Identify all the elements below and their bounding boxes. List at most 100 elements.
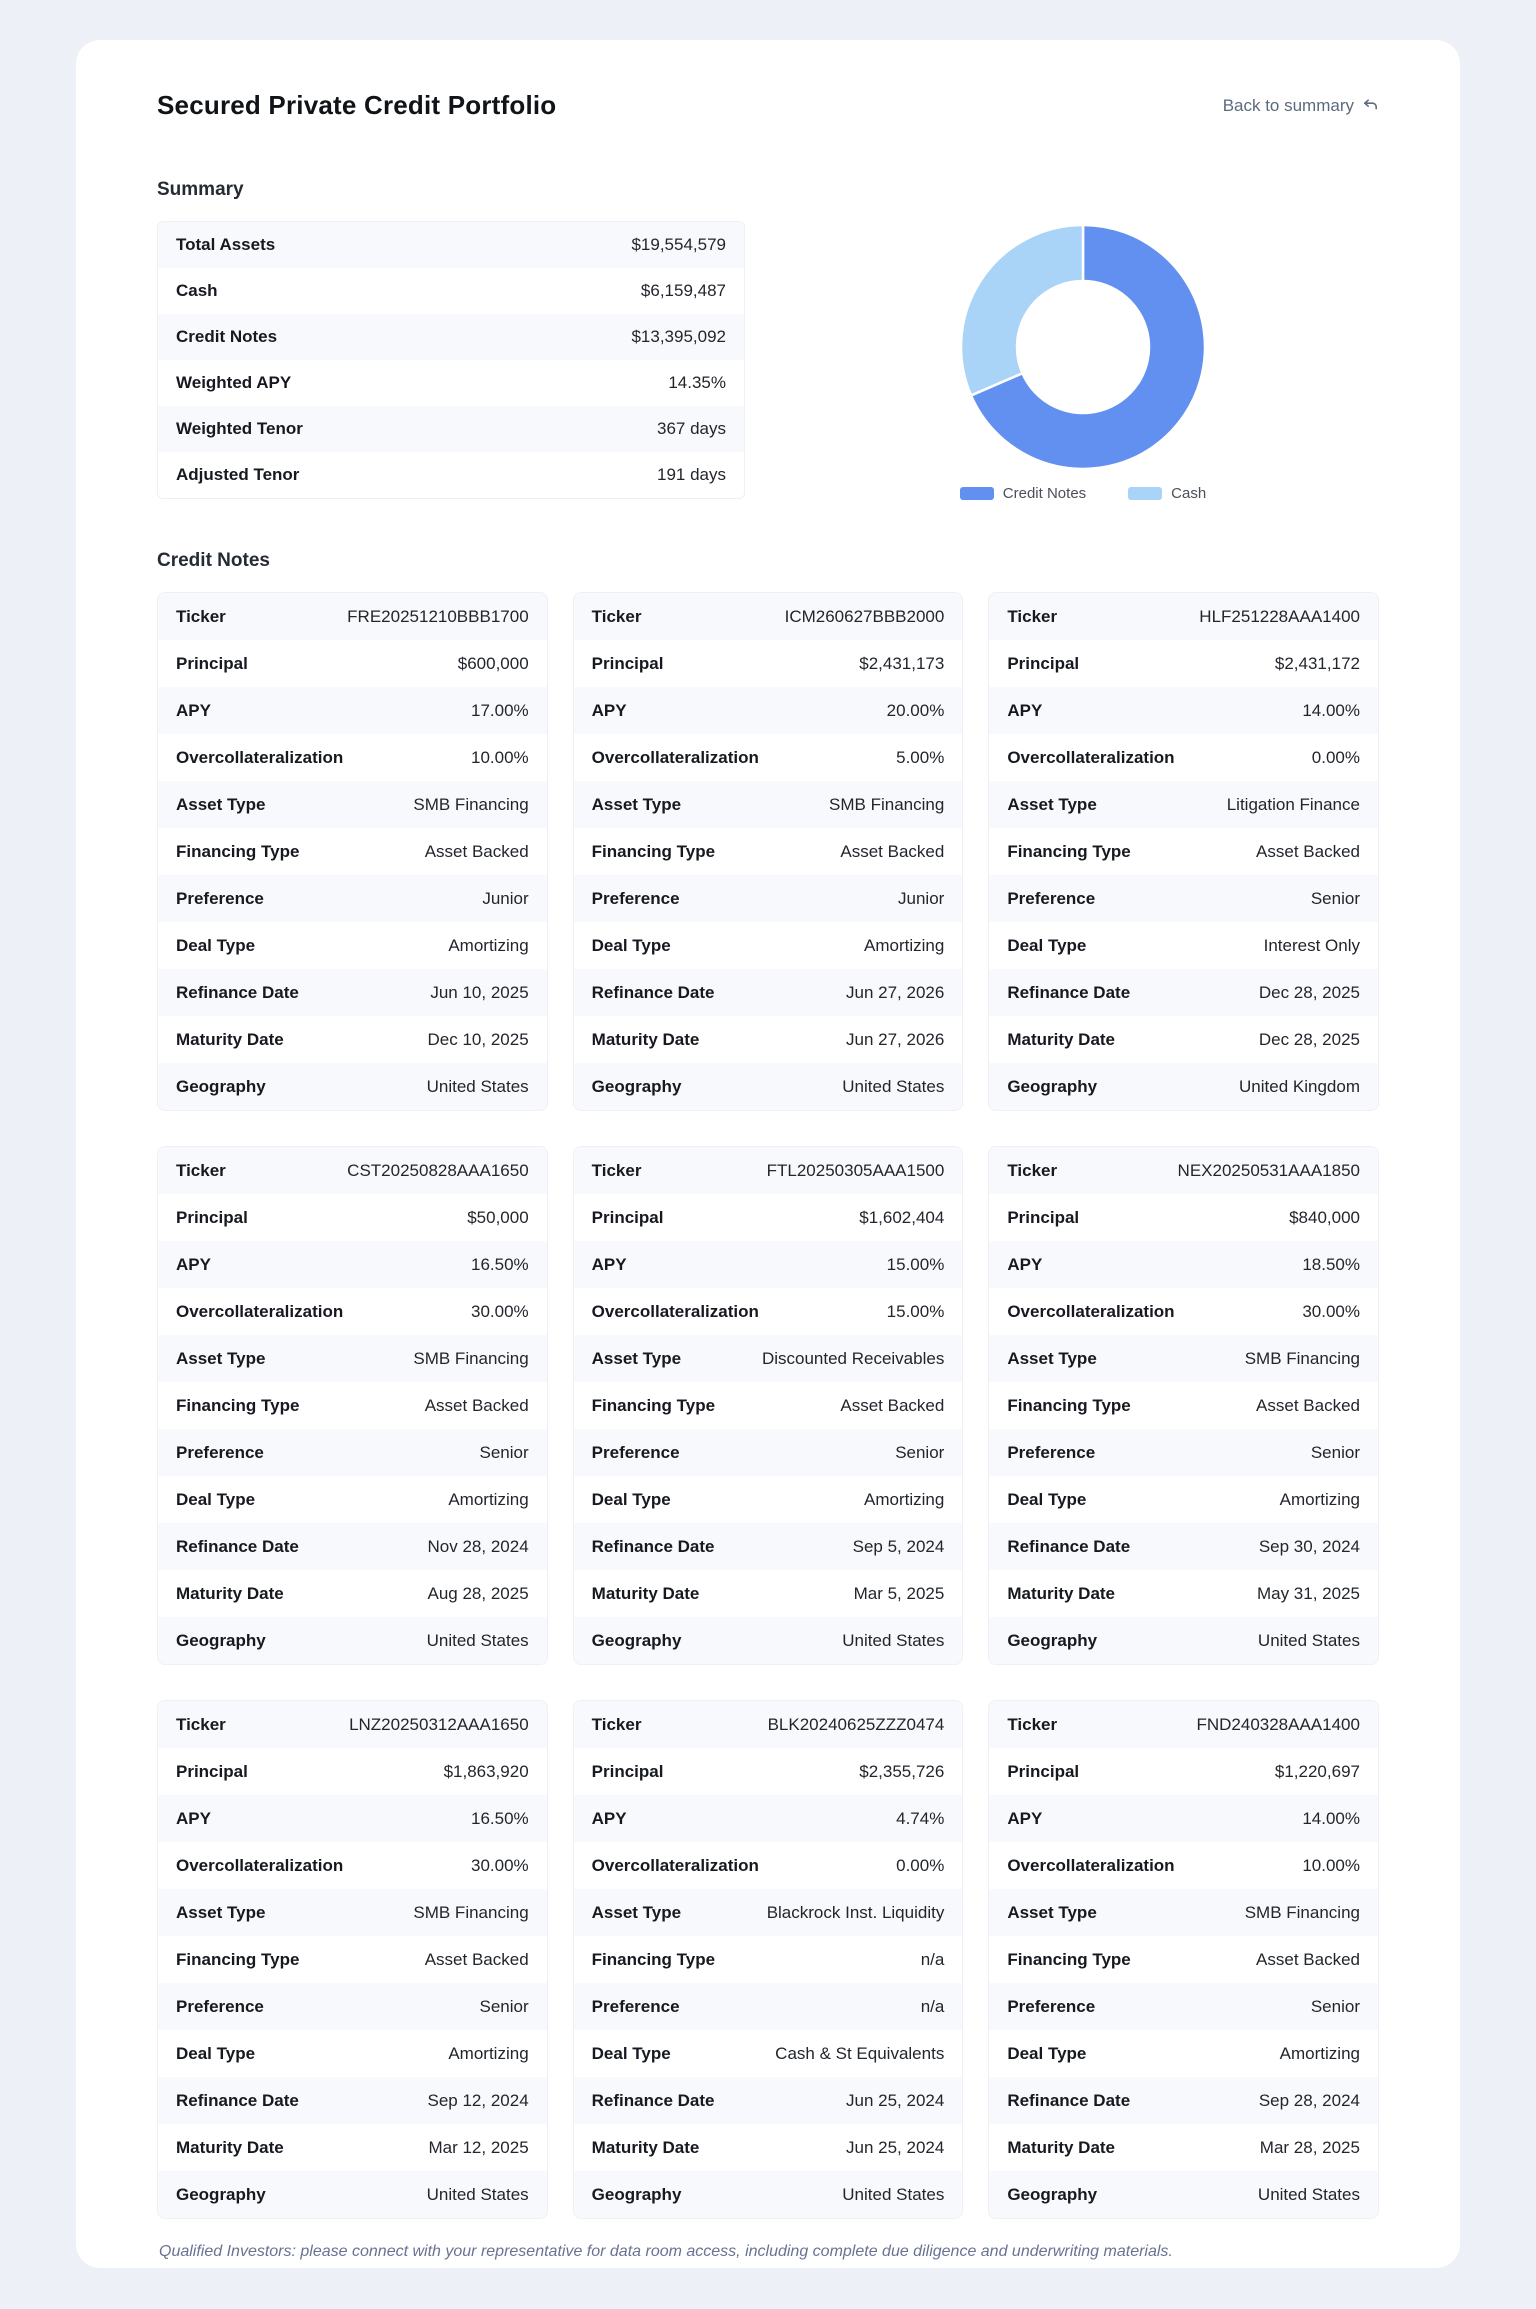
legend-label: Credit Notes	[1002, 485, 1087, 502]
row-value: $840,000	[1289, 1207, 1360, 1227]
row-label: Deal Type	[591, 935, 671, 955]
row-value: United States	[842, 2184, 945, 2204]
row-label: Refinance Date	[176, 2090, 299, 2110]
note-row-asset-type: Asset Type SMB Financing	[989, 1889, 1378, 1936]
row-label: Financing Type	[1007, 1395, 1131, 1415]
credit-note-card: Ticker FRE20251210BBB1700 Principal $600,00…	[157, 592, 548, 1111]
row-label: Preference	[1007, 888, 1096, 908]
undo-icon	[1364, 99, 1377, 110]
summary-heading: Summary	[157, 179, 244, 200]
note-row-apy: APY 16.50%	[158, 1795, 547, 1842]
row-label: Deal Type	[176, 2043, 256, 2063]
row-label: Financing Type	[1007, 1949, 1131, 1969]
row-label: Preference	[1007, 1442, 1096, 1462]
row-label: Preference	[176, 1442, 264, 1462]
note-row-principal: Principal $1,220,697	[989, 1748, 1378, 1795]
note-row-preference: Preference Senior	[158, 1429, 547, 1476]
note-row-refinance-date: Refinance Date Sep 12, 2024	[158, 2077, 547, 2124]
row-label: Maturity Date	[1007, 1583, 1116, 1603]
row-label: Preference	[591, 1996, 680, 2016]
note-row-deal-type: Deal Type Amortizing	[574, 922, 963, 969]
note-row-asset-type: Asset Type SMB Financing	[989, 1335, 1378, 1382]
row-value: Dec 28, 2025	[1258, 982, 1360, 1002]
row-label: Maturity Date	[591, 1583, 700, 1603]
back-to-summary-link[interactable]: Back to summary	[1223, 96, 1379, 116]
row-value: 14.00%	[1302, 700, 1360, 720]
row-label: Geography	[591, 2184, 682, 2204]
row-label: Financing Type	[591, 1949, 716, 1969]
row-value: 14.35%	[668, 373, 726, 392]
row-label: Principal	[1007, 653, 1080, 673]
row-label: Overcollateralization	[176, 747, 344, 767]
row-value: Sep 28, 2024	[1258, 2090, 1360, 2110]
row-value: 30.00%	[470, 1301, 529, 1321]
credit-note-card: Ticker BLK20240625ZZZ0474 Principal $2,355,…	[572, 1700, 964, 2219]
note-row-geography: Geography United Kingdom	[989, 1063, 1378, 1110]
row-label: Ticker	[591, 1714, 642, 1734]
row-label: Overcollateralization	[1007, 747, 1175, 767]
row-label: Adjusted Tenor	[176, 465, 300, 484]
row-label: Geography	[1007, 1076, 1098, 1096]
row-label: Principal	[591, 1761, 664, 1781]
row-value: FND240328AAA1400	[1196, 1714, 1360, 1734]
note-row-deal-type: Deal Type Amortizing	[989, 2030, 1378, 2077]
row-label: Overcollateralization	[591, 1301, 759, 1321]
note-row-financing-type: Financing Type Asset Backed	[989, 828, 1378, 875]
note-row-refinance-date: Refinance Date Jun 10, 2025	[158, 969, 547, 1016]
row-value: 10.00%	[470, 747, 529, 767]
row-label: Refinance Date	[1007, 1536, 1131, 1556]
note-row-refinance-date: Refinance Date Sep 30, 2024	[989, 1523, 1378, 1570]
row-label: Geography	[591, 1630, 682, 1650]
row-value: Asset Backed	[1256, 1395, 1360, 1415]
row-value: 4.74%	[896, 1808, 945, 1828]
note-row-overcollateralization: Overcollateralization 15.00%	[574, 1288, 963, 1335]
row-value: May 31, 2025	[1256, 1583, 1360, 1603]
row-value: Nov 28, 2024	[427, 1536, 529, 1556]
note-row-financing-type: Financing Type Asset Backed	[158, 828, 547, 875]
row-value: Amortizing	[1279, 2043, 1360, 2063]
note-row-financing-type: Financing Type Asset Backed	[989, 1936, 1378, 1983]
row-label: APY	[176, 1808, 211, 1828]
row-label: Asset Type	[1007, 1902, 1097, 1922]
summary-table: Total Assets $19,554,579 Cash $6,159,487 Cre…	[157, 221, 745, 499]
row-value: Litigation Finance	[1226, 794, 1360, 814]
row-label: Financing Type	[591, 841, 716, 861]
note-row-geography: Geography United States	[158, 2171, 547, 2218]
row-label: Ticker	[176, 1714, 226, 1734]
note-row-ticker: Ticker CST20250828AAA1650	[158, 1147, 547, 1194]
row-value: 191 days	[657, 465, 726, 484]
row-value: 20.00%	[886, 700, 945, 720]
legend-item-cash: Cash	[1128, 485, 1206, 502]
summary-section: Total Assets $19,554,579 Cash $6,159,487 Cre…	[157, 221, 1379, 502]
row-value: SMB Financing	[413, 1348, 529, 1368]
row-value: 5.00%	[896, 747, 945, 767]
row-value: Asset Backed	[424, 1949, 529, 1969]
note-row-geography: Geography United States	[573, 1063, 963, 1110]
note-row-maturity-date: Maturity Date Mar 12, 2025	[158, 2124, 547, 2171]
note-row-maturity-date: Maturity Date Mar 28, 2025	[989, 2124, 1378, 2171]
summary-row: Weighted APY 14.35%	[158, 360, 744, 406]
row-label: Principal	[1007, 1761, 1080, 1781]
row-label: Asset Type	[176, 1348, 266, 1368]
row-value: Asset Backed	[1256, 1949, 1360, 1969]
row-value: n/a	[920, 1949, 945, 1969]
row-label: Deal Type	[1007, 2043, 1087, 2063]
note-row-apy: APY 16.50%	[158, 1241, 547, 1288]
note-row-deal-type: Deal Type Amortizing	[158, 1476, 547, 1523]
note-row-refinance-date: Refinance Date Nov 28, 2024	[158, 1523, 547, 1570]
row-value: United States	[426, 1076, 529, 1096]
note-row-maturity-date: Maturity Date May 31, 2025	[989, 1570, 1378, 1617]
row-value: United States	[426, 1630, 529, 1650]
row-value: Aug 28, 2025	[427, 1583, 529, 1603]
note-row-apy: APY 14.00%	[989, 687, 1378, 734]
row-value: Jun 25, 2024	[846, 2090, 945, 2110]
row-value: Junior	[482, 888, 529, 908]
row-label: Overcollateralization	[591, 747, 759, 767]
row-label: Total Assets	[176, 235, 276, 254]
note-row-geography: Geography United States	[989, 1617, 1378, 1664]
row-label: Principal	[176, 1761, 248, 1781]
note-row-ticker: Ticker HLF251228AAA1400	[989, 593, 1378, 640]
row-label: Asset Type	[176, 1902, 266, 1922]
row-value: Sep 12, 2024	[427, 2090, 529, 2110]
credit-note-card: Ticker ICM260627BBB2000 Principal $2,431,17…	[572, 592, 964, 1111]
